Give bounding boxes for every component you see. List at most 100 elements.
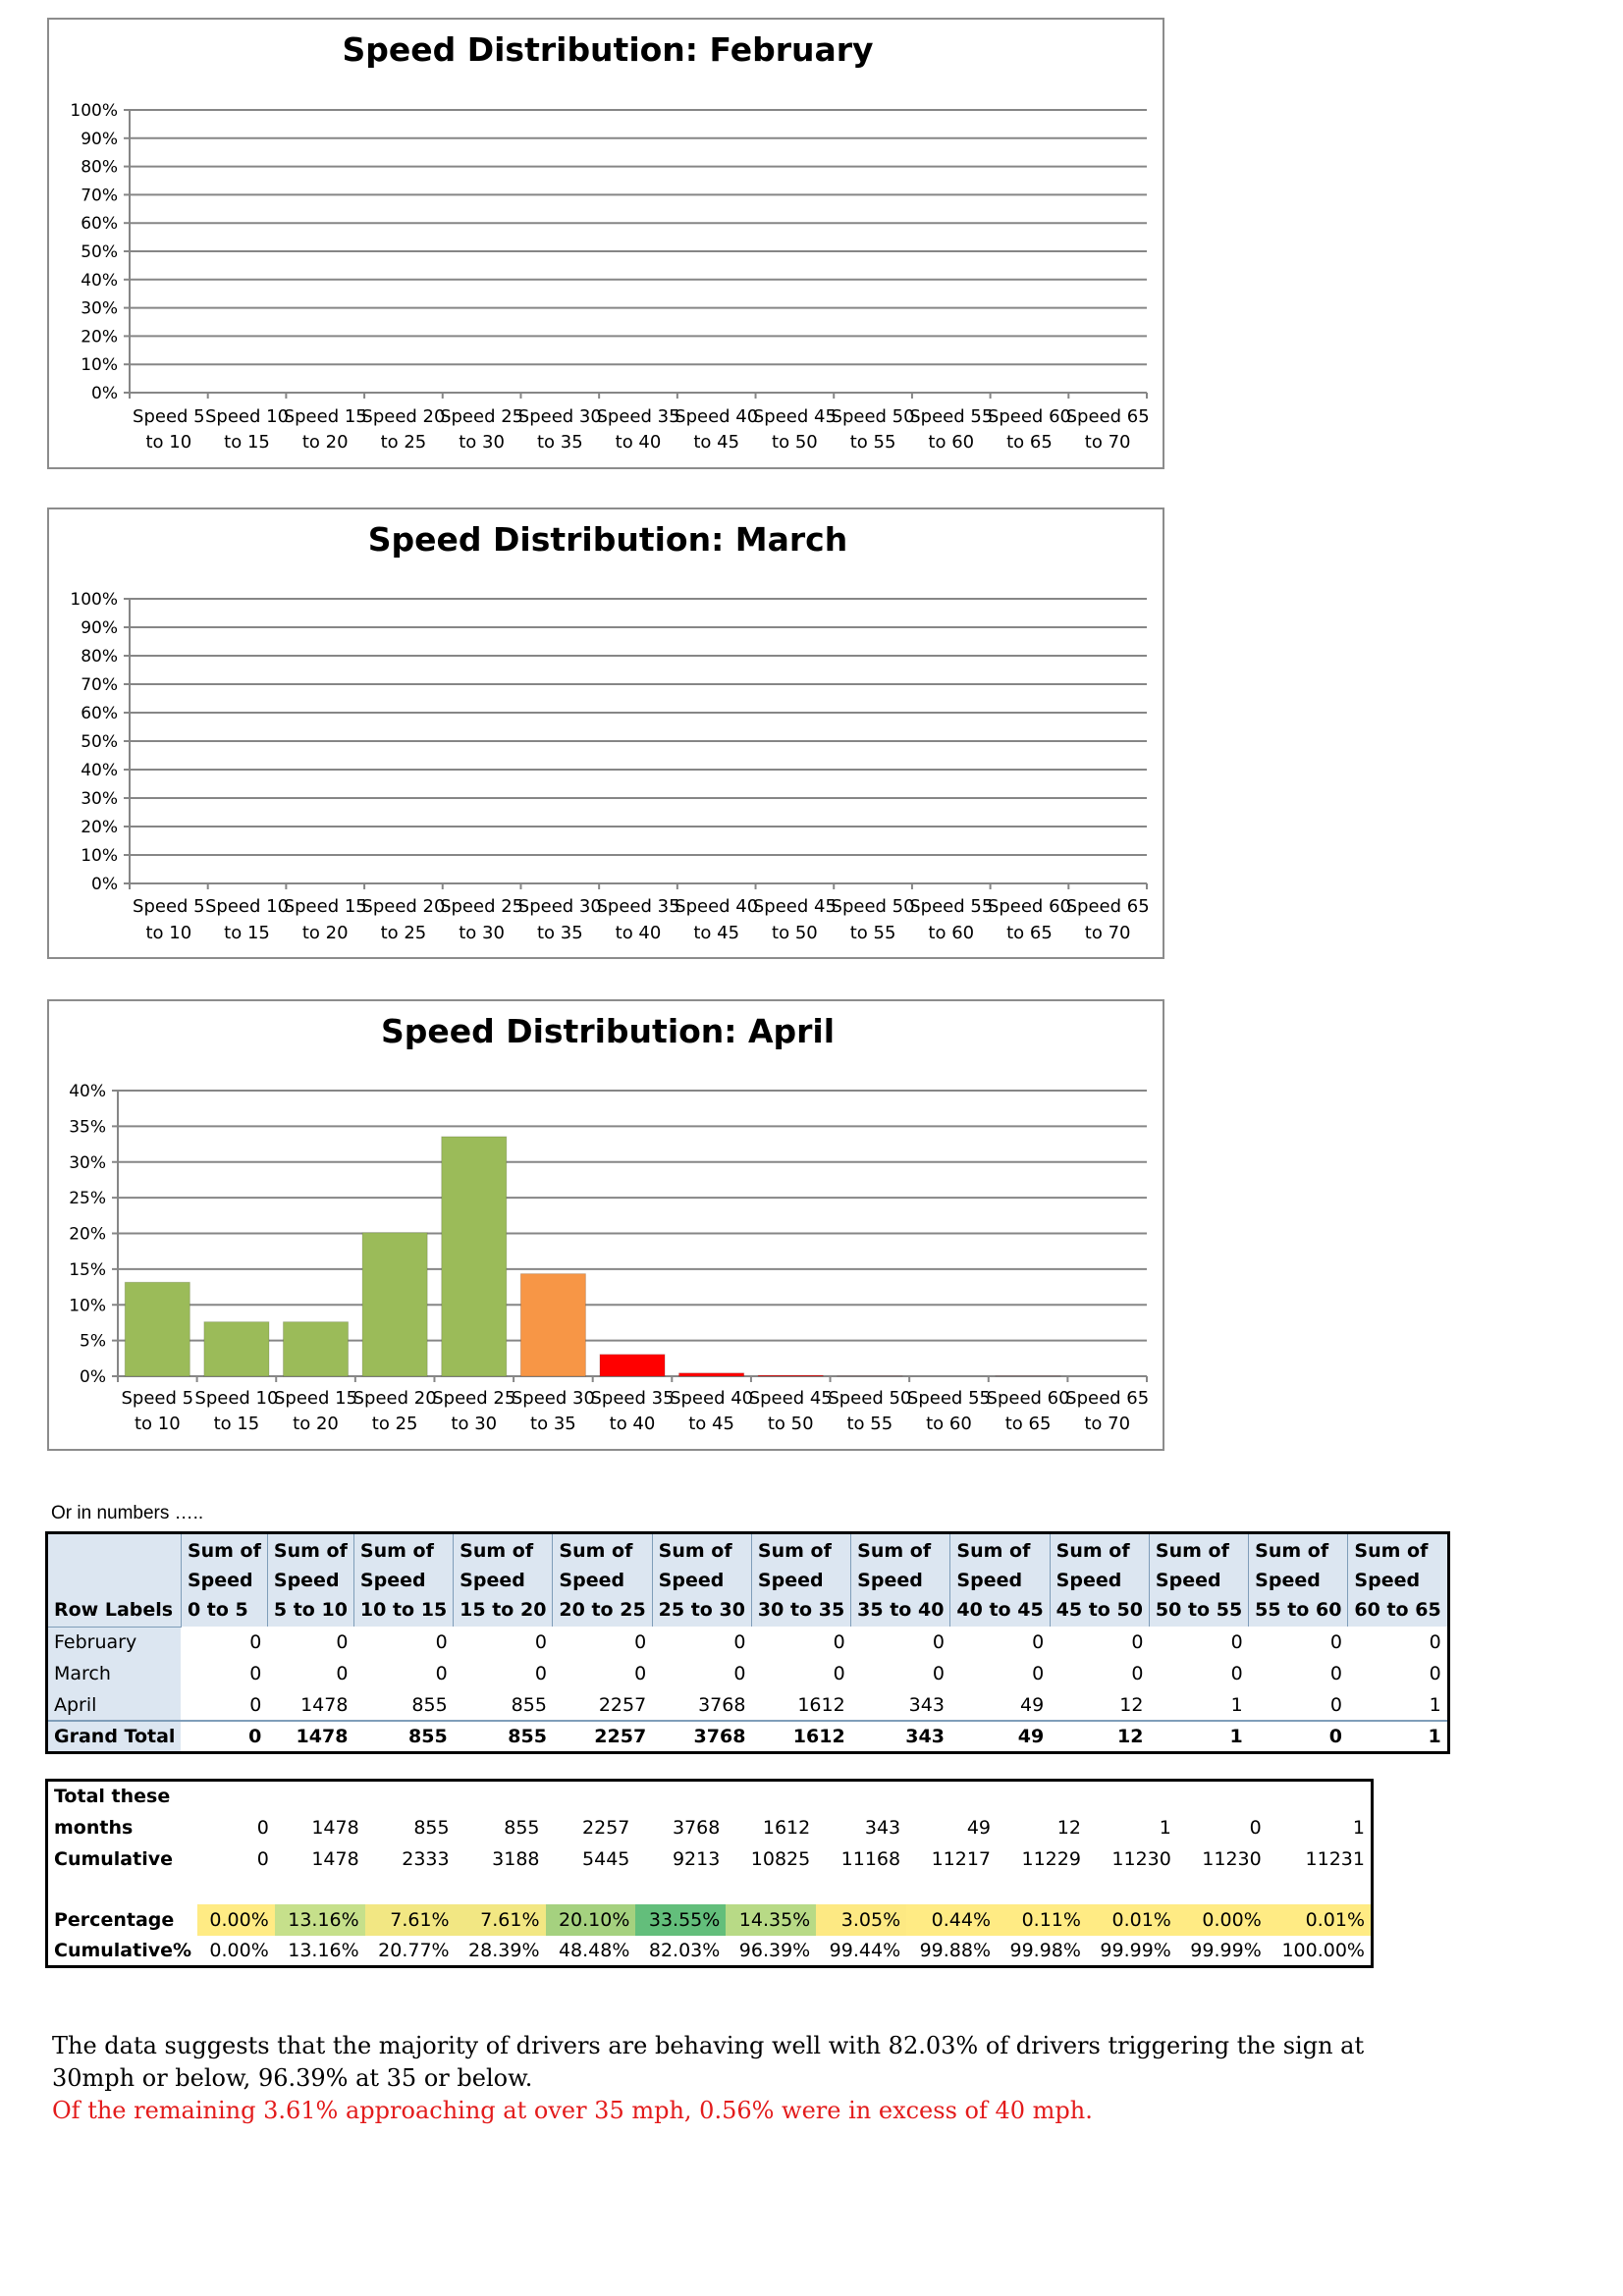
category-label: Speed 45 to 50 — [749, 1388, 833, 1434]
cell-value: 855 — [511, 1693, 547, 1716]
category-label: Speed 35 to 40 — [590, 1388, 674, 1434]
grand-total-value: 855 — [353, 1720, 454, 1752]
category-label: Speed 60 to 65 — [987, 1388, 1070, 1434]
column-header-line: 55 to 60 — [1255, 1599, 1342, 1621]
cell-value: 0 — [932, 1631, 945, 1653]
column-header-line: Speed — [460, 1570, 525, 1591]
grand-total-value: 1612 — [751, 1720, 851, 1752]
category-label: Speed 20 to 25 — [361, 406, 445, 453]
cumulative-pct-row-value: 99.88% — [919, 1939, 992, 1961]
y-tick-label: 50% — [81, 242, 118, 262]
chart-april-svg: Speed Distribution: April 0% 5% 10% 15% 20% 25… — [69, 1012, 1149, 1434]
cell-value: 0 — [833, 1631, 845, 1653]
conclusion-line-1: The data suggests that the majority of d… — [52, 2032, 1365, 2092]
category-label: Speed 15 to 20 — [284, 896, 367, 943]
cumulative-row-value: 11231 — [1305, 1847, 1365, 1870]
column-header-line: Speed — [559, 1570, 625, 1591]
cumulative-row-value: 11230 — [1111, 1847, 1171, 1870]
category-label: Speed 25 to 30 — [440, 406, 523, 453]
percentage-row-value: 0.00% — [197, 1903, 275, 1936]
column-header-line: Sum of — [1255, 1540, 1329, 1562]
cell-value: 0 — [1230, 1663, 1243, 1684]
category-label: Speed 40 to 45 — [675, 896, 758, 943]
grand-total-value: 0 — [181, 1720, 268, 1752]
category-label: Speed 15 to 20 — [274, 1388, 357, 1434]
cell-value: 0 — [1329, 1663, 1342, 1684]
column-header: Sum of Speed 5 to 10 — [266, 1532, 354, 1627]
summary-table: Total these months 0 1478 855 855 2257 3768 1612… — [45, 1779, 1374, 1968]
y-tick-label: 70% — [81, 675, 118, 695]
total-header-row-value — [1177, 1781, 1268, 1812]
grand-total-value: 0 — [1248, 1720, 1348, 1752]
y-tick-label: 20% — [81, 818, 118, 837]
grand-total-value: 1 — [1347, 1720, 1449, 1752]
percentage-row-value: 13.16% — [274, 1903, 365, 1936]
cumulative-row-value: 11230 — [1202, 1847, 1262, 1870]
percentage-row-value: 14.35% — [726, 1903, 817, 1936]
cumulative-row-value: 2333 — [402, 1847, 450, 1870]
column-header-line: 5 to 10 — [273, 1599, 348, 1621]
category-label: Speed 50 to 55 — [832, 406, 915, 453]
column-header-line: Speed — [1354, 1570, 1421, 1591]
column-header-line: Speed — [273, 1570, 340, 1591]
cell-value: 0 — [733, 1663, 746, 1684]
cumulative-pct-row-value: 99.44% — [829, 1939, 901, 1961]
total-row-value: 855 — [413, 1816, 450, 1839]
total-header-row: Total these — [47, 1781, 1373, 1812]
y-tick-label: 100% — [70, 590, 118, 610]
total-row-value: 0 — [1249, 1816, 1262, 1839]
y-tick-label: 5% — [80, 1332, 106, 1352]
row-labels-header: Row Labels — [46, 1532, 182, 1628]
cell-value: 0 — [435, 1631, 448, 1653]
cumulative-row-value: 1478 — [311, 1847, 359, 1870]
percentage-row-label: Percentage — [54, 1908, 175, 1931]
category-label: Speed 45 to 50 — [753, 406, 837, 453]
cell-value: 0 — [336, 1663, 349, 1684]
y-tick-label: 10% — [81, 846, 118, 866]
bar — [282, 1321, 350, 1377]
total-header-row-value — [997, 1781, 1087, 1812]
y-tick-label: 40% — [81, 271, 118, 291]
cumulative-row-value: 0 — [256, 1847, 269, 1870]
category-label: Speed 55 to 60 — [909, 406, 993, 453]
cell-value: 0 — [249, 1663, 262, 1684]
percentage-row-value: 0.44% — [906, 1903, 998, 1936]
category-label: Speed 20 to 25 — [353, 1388, 437, 1434]
cell-value: 855 — [411, 1693, 448, 1716]
category-label: Speed 45 to 50 — [753, 896, 837, 943]
cell-value: 0 — [1131, 1631, 1144, 1653]
column-header: Sum of Speed 20 to 25 — [552, 1532, 653, 1627]
bar — [361, 1232, 428, 1377]
column-header-line: Sum of — [359, 1540, 434, 1562]
column-header-line: Sum of — [559, 1540, 633, 1562]
cell-value: 2257 — [598, 1693, 647, 1716]
table-row: February 0 0 0 0 0 0 0 0 0 0 0 0 0 — [46, 1627, 1449, 1658]
category-label: Speed 5 to 10 — [133, 896, 205, 943]
cell-value: 1 — [1429, 1693, 1441, 1716]
cumulative-pct-row-label: Cumulative% — [54, 1939, 192, 1961]
column-header: Sum of Speed 0 to 5 — [180, 1532, 268, 1627]
category-label: Speed 60 to 65 — [988, 406, 1071, 453]
row-label: April — [46, 1689, 182, 1721]
bar — [678, 1372, 745, 1377]
cumulative-row-value: 10825 — [750, 1847, 811, 1870]
category-label: Speed 15 to 20 — [284, 406, 367, 453]
percentage-row-value: 33.55% — [635, 1903, 727, 1936]
percentage-row-value: 0.11% — [997, 1903, 1087, 1936]
category-label: Speed 65 to 70 — [1066, 406, 1150, 453]
category-label: Speed 40 to 45 — [675, 406, 758, 453]
percentage-row-value: 3.05% — [816, 1903, 907, 1936]
category-label: Speed 65 to 70 — [1066, 896, 1150, 943]
category-label: Speed 30 to 35 — [518, 896, 602, 943]
percentage-row-value: 20.10% — [545, 1903, 636, 1936]
bar — [441, 1136, 508, 1377]
y-tick-label: 0% — [91, 875, 118, 894]
cell-value: 0 — [1329, 1631, 1342, 1653]
cell-value: 0 — [336, 1631, 349, 1653]
column-header-line: Sum of — [1055, 1540, 1130, 1562]
y-tick-label: 90% — [81, 130, 118, 149]
total-row-value: 1 — [1159, 1816, 1171, 1839]
y-tick-label: 40% — [81, 761, 118, 780]
cumulative-pct-row-value: 99.99% — [1100, 1939, 1171, 1961]
percentage-row: Percentage 0.00% 13.16% 7.61% 7.61% 20.10% 33.… — [47, 1903, 1373, 1936]
